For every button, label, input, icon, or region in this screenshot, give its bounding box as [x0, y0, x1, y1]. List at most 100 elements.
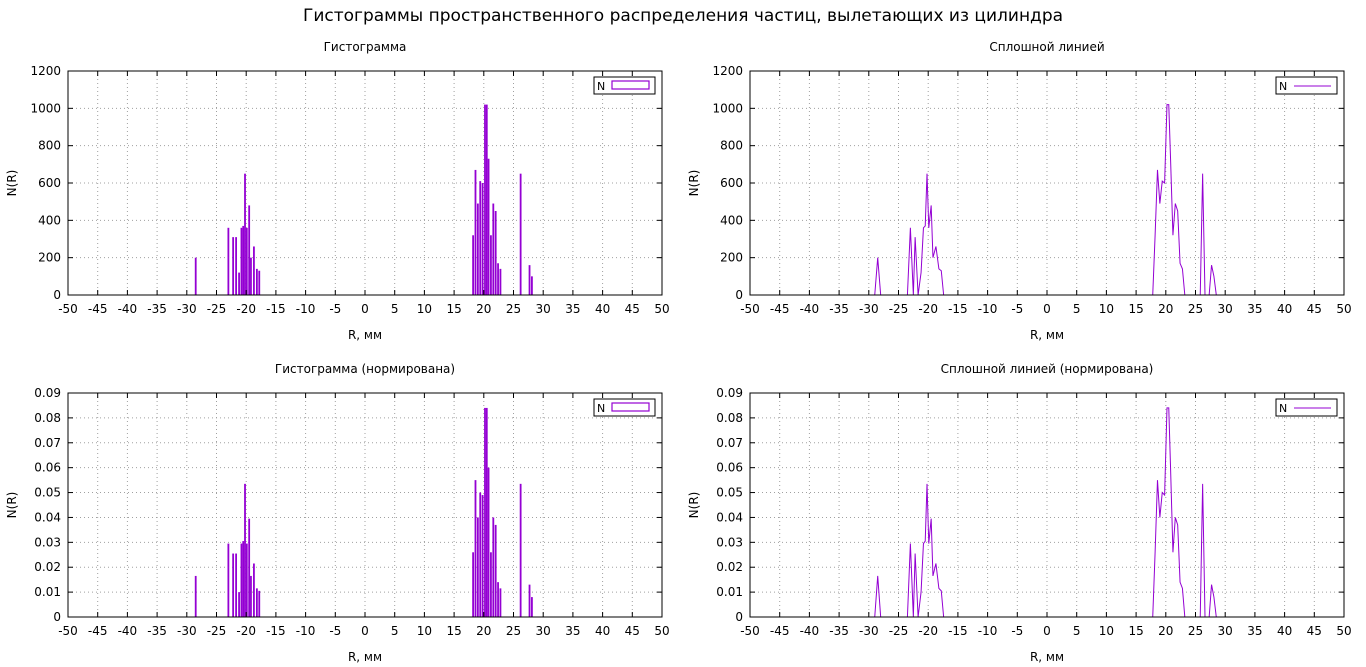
bar: [519, 483, 522, 617]
bar: [476, 517, 479, 617]
y-tick-label: 1000: [712, 101, 743, 115]
y-axis-label: N(R): [5, 170, 19, 197]
bar: [248, 205, 251, 295]
x-tick-label: -10: [296, 624, 316, 638]
y-tick-label: 0.01: [716, 585, 743, 599]
x-tick-label: -25: [207, 302, 227, 316]
x-tick-label: 35: [565, 302, 580, 316]
x-tick-label: -45: [770, 302, 790, 316]
x-tick-label: 5: [1073, 624, 1081, 638]
y-axis-label: N(R): [687, 170, 701, 197]
x-tick-label: 15: [1128, 302, 1143, 316]
y-tick-label: 600: [38, 176, 61, 190]
x-tick-label: 30: [536, 302, 551, 316]
bar: [472, 552, 475, 617]
x-tick-label: -15: [948, 302, 968, 316]
x-tick-label: 35: [1247, 624, 1262, 638]
x-tick-label: -45: [88, 624, 108, 638]
x-tick-label: 50: [654, 624, 669, 638]
bar: [235, 553, 238, 617]
bar: [494, 211, 497, 295]
bar: [531, 597, 533, 617]
x-tick-label: -10: [978, 624, 998, 638]
y-tick-label: 0.08: [716, 411, 743, 425]
bar: [227, 543, 230, 617]
x-tick-label: -30: [177, 302, 197, 316]
bar: [479, 492, 482, 617]
x-tick-label: 0: [1043, 624, 1051, 638]
x-axis-label: R, мм: [348, 328, 382, 342]
bar: [245, 543, 248, 617]
bar: [492, 517, 495, 617]
x-tick-label: -5: [1011, 302, 1023, 316]
bar: [497, 263, 499, 295]
y-tick-label: 0: [53, 610, 61, 624]
x-tick-label: 5: [391, 302, 399, 316]
bar: [484, 104, 486, 295]
x-tick-label: -5: [329, 302, 341, 316]
bar: [487, 158, 490, 295]
bar: [487, 467, 490, 617]
x-tick-label: 40: [595, 624, 610, 638]
bar: [472, 235, 475, 295]
x-tick-label: -25: [207, 624, 227, 638]
bar: [490, 235, 492, 295]
x-tick-label: 0: [1043, 302, 1051, 316]
bar: [476, 203, 479, 295]
x-tick-label: 10: [1099, 624, 1114, 638]
x-tick-label: 30: [536, 624, 551, 638]
x-tick-label: -35: [147, 302, 167, 316]
x-tick-label: -40: [118, 302, 138, 316]
x-tick-label: -40: [118, 624, 138, 638]
x-tick-label: 20: [476, 302, 491, 316]
y-tick-label: 800: [38, 139, 61, 153]
x-tick-label: -10: [978, 302, 998, 316]
legend-label: N: [1279, 80, 1287, 93]
bar: [474, 169, 477, 295]
y-tick-label: 0.09: [716, 386, 743, 400]
y-tick-label: 0: [53, 288, 61, 302]
x-tick-label: -25: [889, 302, 909, 316]
y-tick-label: 200: [720, 251, 743, 265]
y-tick-label: 0.06: [34, 461, 61, 475]
x-tick-label: -30: [859, 624, 879, 638]
x-tick-label: 10: [417, 302, 432, 316]
bar: [499, 588, 502, 617]
y-tick-label: 800: [720, 139, 743, 153]
bar: [232, 553, 235, 617]
bar: [499, 268, 502, 295]
bar: [194, 575, 197, 617]
bar: [235, 237, 238, 295]
y-tick-label: 0.03: [34, 535, 61, 549]
bar: [253, 246, 255, 295]
chart-title: Сплошной линией: [989, 40, 1104, 54]
y-tick-label: 0.05: [34, 486, 61, 500]
y-tick-label: 0.02: [716, 560, 743, 574]
y-tick-label: 0.01: [34, 585, 61, 599]
x-tick-label: 15: [446, 624, 461, 638]
legend-label: N: [597, 80, 605, 93]
page-title: Гистограммы пространственного распределе…: [302, 6, 1064, 26]
chart-title: Гистограмма (нормирована): [275, 362, 455, 376]
y-tick-label: 0.03: [716, 535, 743, 549]
y-tick-label: 0.04: [716, 510, 743, 524]
bar: [194, 257, 197, 295]
x-tick-label: 40: [595, 302, 610, 316]
x-tick-label: 20: [476, 624, 491, 638]
chart-title: Гистограмма: [324, 40, 407, 54]
legend-swatch: [611, 402, 650, 412]
bar: [242, 225, 245, 295]
x-tick-label: 5: [1073, 302, 1081, 316]
chart-title: Сплошной линией (нормирована): [941, 362, 1154, 376]
y-tick-label: 0.06: [716, 461, 743, 475]
y-tick-label: 400: [720, 213, 743, 227]
x-tick-label: 50: [654, 302, 669, 316]
bar: [253, 563, 255, 617]
bar: [528, 584, 531, 617]
x-tick-label: 35: [1247, 302, 1262, 316]
bar: [242, 541, 245, 617]
x-tick-label: 0: [361, 302, 369, 316]
y-tick-label: 600: [720, 176, 743, 190]
x-tick-label: -40: [800, 302, 820, 316]
